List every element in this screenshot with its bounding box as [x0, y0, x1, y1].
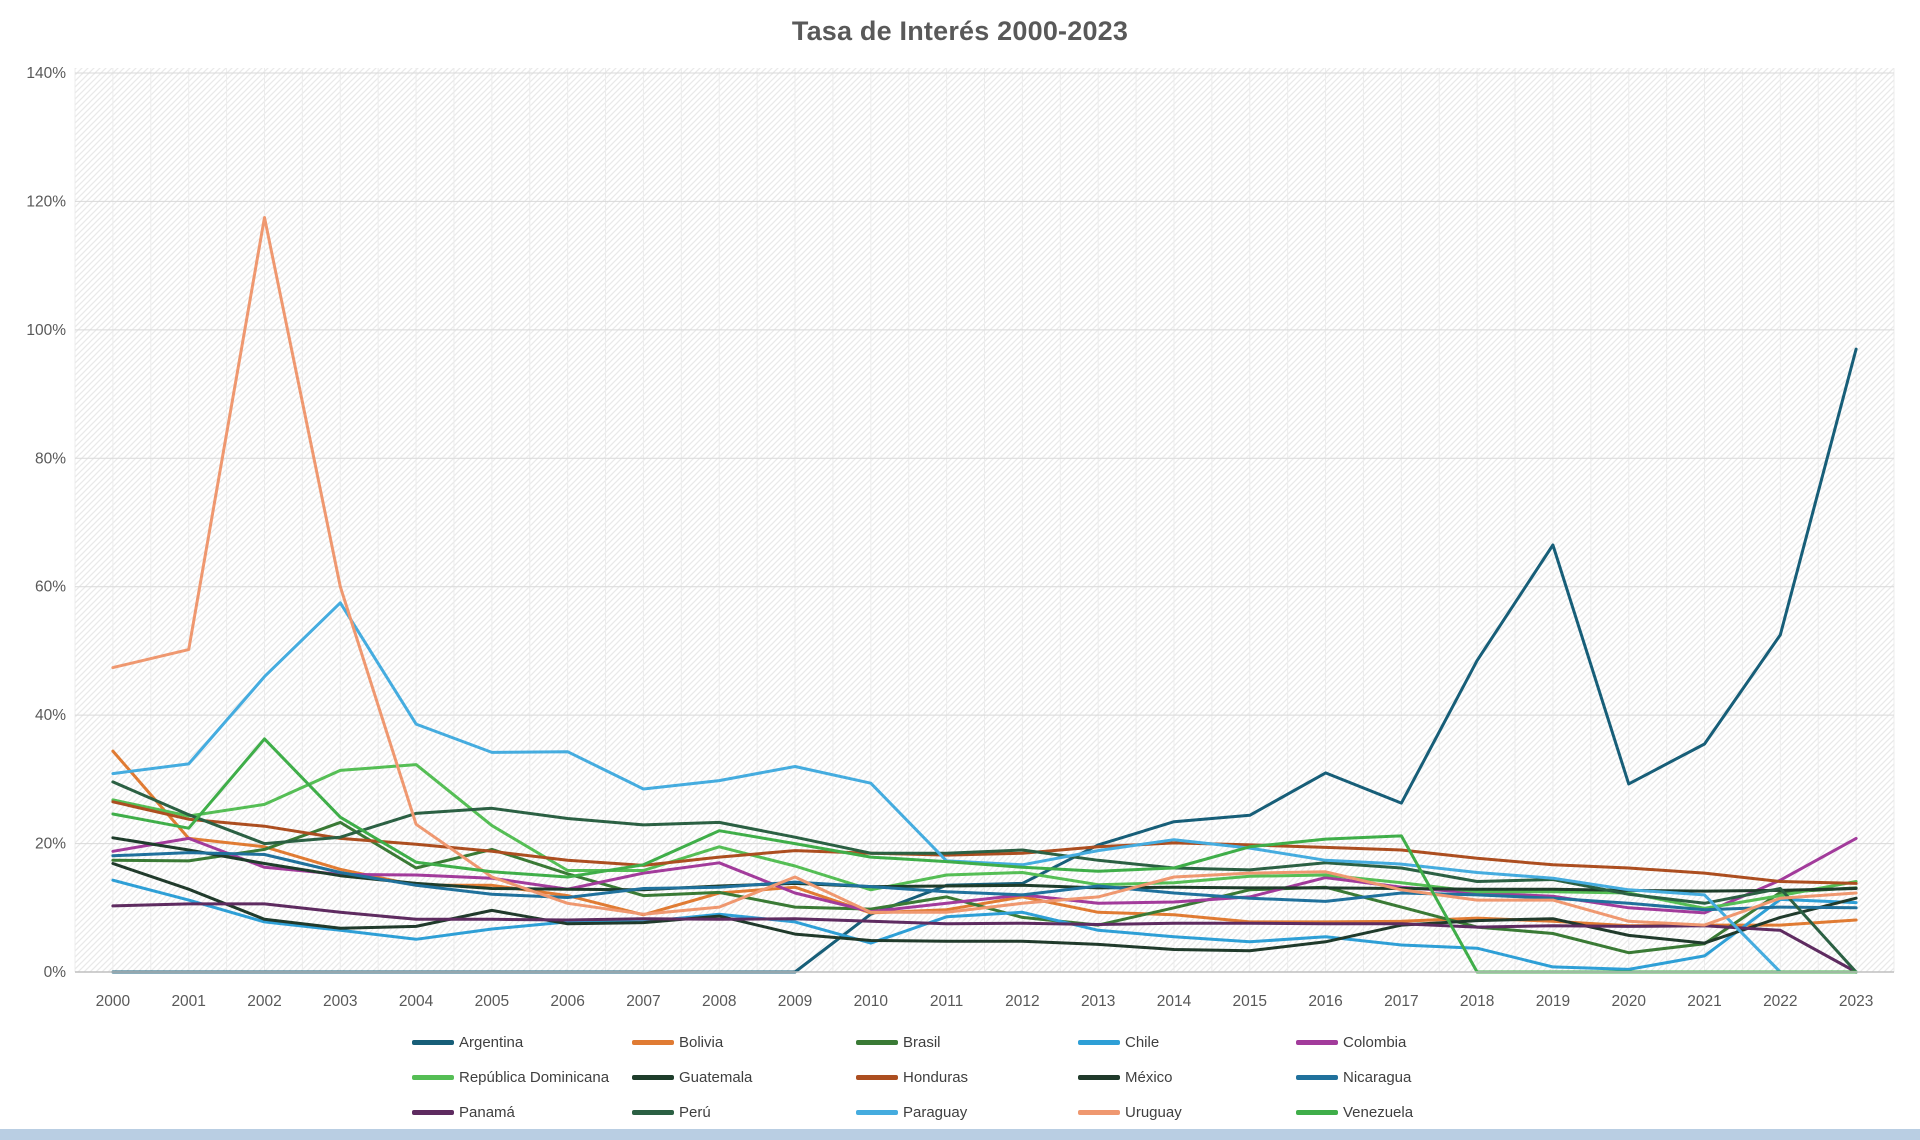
- x-axis-tick-labels: 2000 2001 2002 2003 2004 2005 2006 2007 2008 2009…: [96, 993, 1874, 1010]
- legend-item-chile: Chile: [1078, 1033, 1160, 1051]
- legend-swatch-guatemala: [632, 1074, 674, 1080]
- x-tick-label: 2007: [626, 993, 660, 1010]
- legend-item-argentina: Argentina: [412, 1033, 524, 1051]
- x-tick-label: 2022: [1763, 993, 1797, 1010]
- legend-label-honduras: Honduras: [903, 1068, 969, 1086]
- y-tick-label: 40%: [35, 707, 66, 724]
- legend-swatch-panamá: [412, 1109, 454, 1115]
- x-tick-label: 2023: [1839, 993, 1873, 1010]
- legend-item-brasil: Brasil: [856, 1033, 941, 1051]
- legend-label-méxico: México: [1125, 1068, 1173, 1086]
- plot-svg: 0%20%40%60%80%100%120%140% 2000 2001 2002 2…: [26, 65, 1895, 1010]
- x-tick-label: 2020: [1611, 993, 1646, 1010]
- legend-label-chile: Chile: [1125, 1033, 1160, 1051]
- series-line-nicaragua: [111, 851, 1858, 912]
- y-tick-label: 140%: [26, 65, 66, 82]
- y-tick-label: 0%: [44, 964, 67, 981]
- y-tick-label: 20%: [35, 836, 66, 853]
- chart-title: Tasa de Interés 2000-2023: [791, 16, 1129, 46]
- x-tick-label: 2016: [1308, 993, 1342, 1010]
- legend-item-méxico: México: [1078, 1068, 1173, 1086]
- legend-item-venezuela: Venezuela: [1296, 1103, 1414, 1121]
- series-line-paraguay: [111, 601, 1858, 974]
- y-tick-label: 120%: [26, 193, 66, 210]
- legend-item-bolivia: Bolivia: [632, 1033, 724, 1051]
- legend-swatch-paraguay: [856, 1109, 898, 1115]
- x-tick-label: 2021: [1687, 993, 1721, 1010]
- legend-swatch-brasil: [856, 1039, 898, 1045]
- y-axis-tick-labels: 0% 20% 40% 60% 80% 100% 120% 140%: [26, 65, 66, 981]
- legend-swatch-méxico: [1078, 1074, 1120, 1080]
- window-edge-strip: [0, 1129, 1920, 1140]
- y-tick-label: 100%: [26, 322, 66, 339]
- x-tick-label: 2012: [1005, 993, 1039, 1010]
- series-line-uruguay: [111, 216, 1858, 927]
- series-line-república-dominicana: [111, 763, 1858, 910]
- legend-swatch-venezuela: [1296, 1109, 1338, 1115]
- series-line-honduras: [111, 800, 1858, 885]
- x-tick-label: 2018: [1460, 993, 1494, 1010]
- legend-item-honduras: Honduras: [856, 1068, 969, 1086]
- legend-item-nicaragua: Nicaragua: [1296, 1068, 1412, 1086]
- legend-swatch-bolivia: [632, 1039, 674, 1045]
- legend-label-guatemala: Guatemala: [679, 1068, 753, 1086]
- x-tick-label: 2003: [323, 993, 357, 1010]
- x-tick-label: 2005: [475, 993, 509, 1010]
- y-tick-label: 80%: [35, 450, 66, 467]
- horizontal-gridlines: [75, 72, 1894, 845]
- x-tick-label: 2009: [778, 993, 812, 1010]
- legend-swatch-chile: [1078, 1039, 1120, 1045]
- series-line-méxico: [111, 862, 1858, 953]
- legend-label-panamá: Panamá: [459, 1103, 515, 1121]
- legend-item-guatemala: Guatemala: [632, 1068, 753, 1086]
- series-line-chile: [111, 878, 1858, 971]
- x-tick-label: 2006: [550, 993, 584, 1010]
- x-tick-label: 2001: [171, 993, 205, 1010]
- x-tick-label: 2017: [1384, 993, 1418, 1010]
- legend-swatch-nicaragua: [1296, 1074, 1338, 1080]
- legend-swatch-argentina: [412, 1039, 454, 1045]
- legend-label-paraguay: Paraguay: [903, 1103, 968, 1121]
- legend-label-nicaragua: Nicaragua: [1343, 1068, 1412, 1086]
- legend-item-panamá: Panamá: [412, 1103, 515, 1121]
- y-tick-label: 60%: [35, 579, 66, 596]
- x-tick-label: 2002: [247, 993, 281, 1010]
- legend-label-bolivia: Bolivia: [679, 1033, 724, 1051]
- legend-label-república-dominicana: República Dominicana: [459, 1068, 610, 1086]
- legend-label-argentina: Argentina: [459, 1033, 524, 1051]
- legend-label-colombia: Colombia: [1343, 1033, 1407, 1051]
- legend-label-venezuela: Venezuela: [1343, 1103, 1414, 1121]
- x-tick-label: 2013: [1081, 993, 1115, 1010]
- legend-label-uruguay: Uruguay: [1125, 1103, 1182, 1121]
- x-tick-label: 2015: [1233, 993, 1267, 1010]
- legend-item-paraguay: Paraguay: [856, 1103, 968, 1121]
- legend-item-república-dominicana: República Dominicana: [412, 1068, 610, 1086]
- x-tick-label: 2011: [930, 993, 963, 1010]
- series-line-panamá: [111, 902, 1858, 974]
- x-tick-label: 2000: [96, 993, 131, 1010]
- legend-swatch-honduras: [856, 1074, 898, 1080]
- legend-item-colombia: Colombia: [1296, 1033, 1407, 1051]
- legend-label-perú: Perú: [679, 1103, 711, 1121]
- x-tick-label: 2008: [702, 993, 736, 1010]
- x-tick-label: 2010: [854, 993, 889, 1010]
- legend-swatch-uruguay: [1078, 1109, 1120, 1115]
- legend-item-uruguay: Uruguay: [1078, 1103, 1182, 1121]
- x-tick-label: 2019: [1536, 993, 1570, 1010]
- legend-swatch-república-dominicana: [412, 1074, 454, 1080]
- legend-label-brasil: Brasil: [903, 1033, 941, 1051]
- legend-item-perú: Perú: [632, 1103, 711, 1121]
- series-line-perú: [111, 780, 1858, 974]
- x-tick-label: 2004: [399, 993, 434, 1010]
- legend-swatch-perú: [632, 1109, 674, 1115]
- legend-swatch-colombia: [1296, 1039, 1338, 1045]
- x-tick-label: 2014: [1157, 993, 1192, 1010]
